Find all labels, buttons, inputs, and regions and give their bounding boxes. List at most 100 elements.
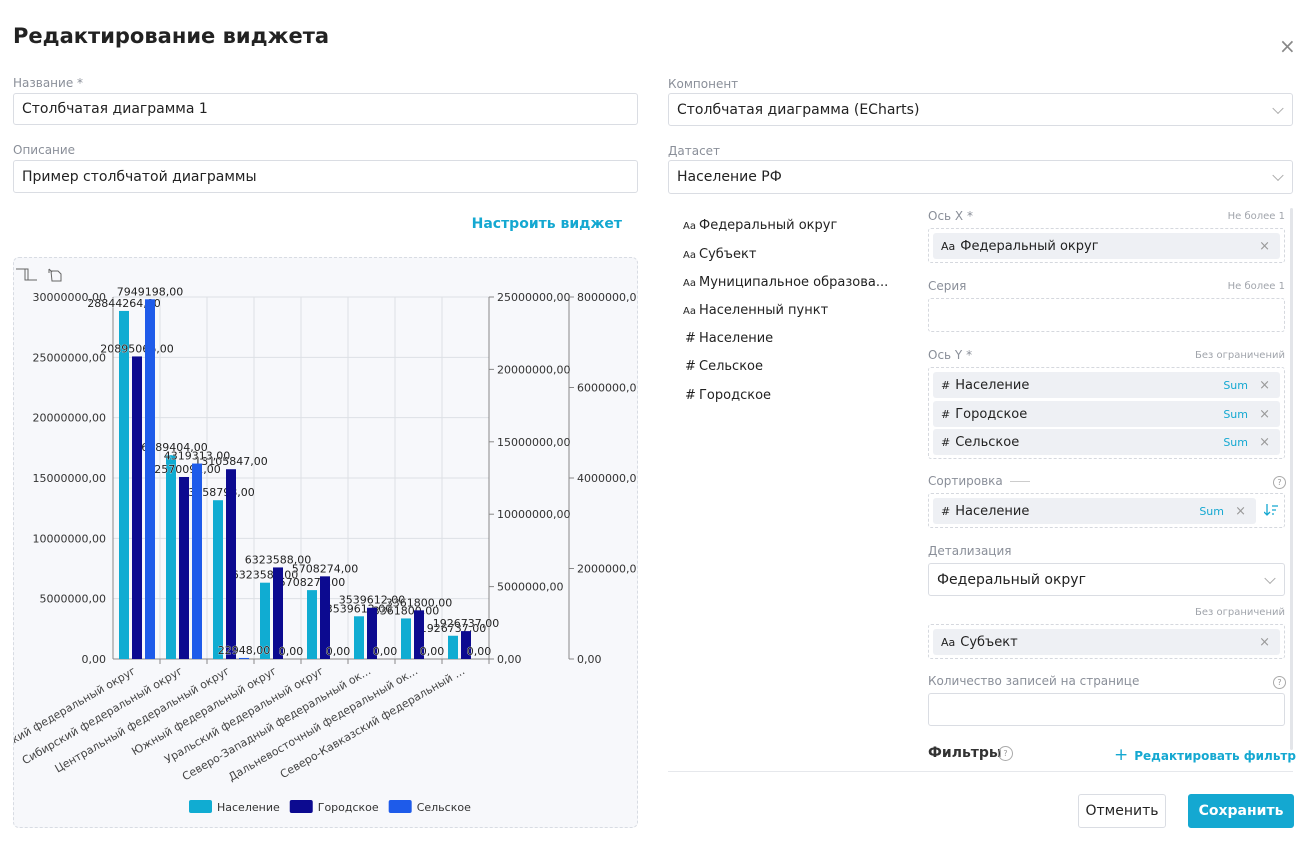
y-tick-label: 25000000,00 (33, 351, 106, 364)
data-label: 0,00 (373, 645, 398, 658)
field-name: Сельское (699, 359, 763, 374)
dataset-field[interactable]: AaМуниципальное образова... (683, 275, 888, 290)
page-size-input[interactable] (928, 693, 1285, 726)
edit-filter-text: Редактировать фильтр (1134, 749, 1296, 763)
dataset-field[interactable]: #Сельское (683, 359, 763, 374)
edit-filter[interactable]: +Редактировать фильтр (1114, 745, 1296, 765)
chip-icon: # (941, 379, 950, 392)
legend: Население Городское Сельское (189, 800, 471, 814)
chip-name: Городское (955, 407, 1027, 422)
y-tick-label: 5000000,00 (40, 593, 106, 606)
chip: #ГородскоеSum× (933, 401, 1280, 427)
section-label: Ось Y * (928, 348, 972, 362)
aggregate[interactable]: Sum (1223, 408, 1248, 421)
dataset-field[interactable]: AaСубъект (683, 247, 756, 262)
bar (307, 590, 317, 659)
dataset-field[interactable]: AaНаселенный пункт (683, 303, 828, 318)
x-axis-drop[interactable]: Aa Федеральный округ × (928, 228, 1285, 263)
legend-swatch (290, 800, 313, 813)
y-axis-drop[interactable]: #НаселениеSum× #ГородскоеSum× #СельскоеS… (928, 367, 1285, 459)
chip-name: Население (955, 378, 1029, 393)
data-label: 3361800,00 (386, 596, 452, 609)
dataset-field[interactable]: #Население (683, 331, 773, 346)
aggregate[interactable]: Sum (1223, 436, 1248, 449)
legend-item[interactable]: Сельское (389, 800, 471, 814)
section-label: Сортировка (928, 474, 1003, 488)
detail-drop[interactable]: AaСубъект× (928, 624, 1285, 659)
aggregate[interactable]: Sum (1199, 505, 1224, 518)
dataset-field[interactable]: #Городское (683, 388, 771, 403)
y2-tick-label: 15000000,00 (497, 436, 570, 449)
legend-item[interactable]: Население (189, 800, 280, 814)
remove[interactable]: × (1259, 378, 1270, 393)
aggregate[interactable]: Sum (1223, 379, 1248, 392)
configure-link[interactable]: Настроить виджет (472, 216, 622, 232)
dataset-select[interactable]: Население РФ (668, 160, 1293, 194)
bar (213, 500, 223, 659)
y3-tick-label: 6000000,00 (577, 382, 636, 395)
help-icon[interactable]: ? (1273, 676, 1286, 689)
field-label: Датасет (668, 144, 720, 158)
chip-name: Федеральный округ (960, 239, 1098, 254)
remove[interactable]: × (1259, 239, 1270, 254)
field-icon: Aa (683, 250, 699, 261)
field-name: Городское (699, 388, 771, 403)
input-value: Пример столбчатой диаграммы (22, 169, 257, 185)
help-icon[interactable]: ? (998, 746, 1013, 761)
data-label: 0,00 (279, 645, 304, 658)
y-tick-label: 0,00 (82, 653, 107, 666)
data-label: 7949198,00 (117, 285, 183, 298)
legend-label: Сельское (417, 801, 471, 814)
toolbox[interactable] (16, 269, 61, 281)
data-label: 0,00 (326, 645, 351, 658)
y-tick-label: 10000000,00 (33, 532, 106, 545)
description-input[interactable]: Пример столбчатой диаграммы (13, 160, 638, 193)
cancel-button[interactable]: Отменить (1078, 794, 1166, 828)
sort-drop[interactable]: #НаселениеSum× (928, 493, 1285, 528)
field-icon: # (683, 388, 699, 403)
bar (166, 455, 176, 659)
scrollbar[interactable] (1290, 208, 1293, 750)
dataset-field[interactable]: AaФедеральный округ (683, 218, 837, 233)
limit-note: Без ограничений (1195, 350, 1285, 361)
remove[interactable]: × (1259, 435, 1270, 450)
y-tick-label: 20000000,00 (33, 412, 106, 425)
y3-tick-label: 8000000,00 (577, 291, 636, 304)
close-button[interactable]: × (1279, 34, 1296, 58)
component-select[interactable]: Столбчатая диаграмма (ECharts) (668, 93, 1293, 126)
data-label: 1926737,00 (433, 617, 499, 630)
help-icon[interactable]: ? (1273, 476, 1286, 489)
data-label: 5708274,00 (279, 576, 345, 589)
bar (354, 616, 364, 659)
detail-select[interactable]: Федеральный округ (928, 563, 1285, 596)
field-name: Субъект (699, 247, 756, 262)
bar (448, 636, 458, 659)
bar (401, 618, 411, 659)
remove[interactable]: × (1259, 635, 1270, 650)
legend-label: Население (217, 801, 280, 814)
dialog-title: Редактирование виджета (13, 24, 329, 48)
limit-note: Не более 1 (1228, 211, 1285, 222)
remove[interactable]: × (1259, 407, 1270, 422)
input-value: Столбчатая диаграмма 1 (22, 101, 208, 117)
chip-name: Население (955, 504, 1029, 519)
field-icon: Aa (683, 221, 699, 232)
save-button[interactable]: Сохранить (1188, 794, 1294, 828)
chip-icon: Aa (941, 240, 955, 253)
series-drop[interactable] (928, 298, 1285, 332)
data-label: 5708274,00 (292, 562, 358, 575)
field-icon: Aa (683, 278, 699, 289)
name-input[interactable]: Столбчатая диаграмма 1 (13, 93, 638, 125)
bar (192, 464, 202, 659)
y2-tick-label: 5000000,00 (497, 581, 563, 594)
chip: # Население Sum × (933, 372, 1280, 398)
y2-tick-label: 25000000,00 (497, 291, 570, 304)
y3-tick-label: 4000000,00 (577, 472, 636, 485)
bar (179, 477, 189, 659)
sort-direction[interactable] (1264, 503, 1278, 517)
chip: AaСубъект× (933, 629, 1280, 655)
legend-item[interactable]: Городское (290, 800, 379, 814)
y2-tick-label: 0,00 (497, 653, 522, 666)
remove[interactable]: × (1235, 504, 1246, 519)
